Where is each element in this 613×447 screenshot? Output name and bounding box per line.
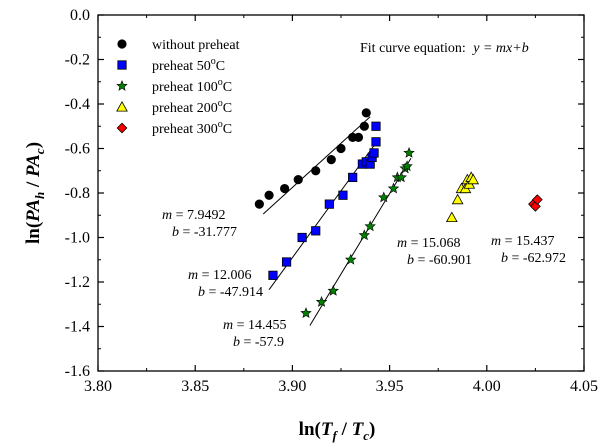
legend-label-3: preheat 200oC — [152, 98, 232, 116]
data-point-series-2 — [300, 307, 312, 319]
legend-label-4: preheat 300oC — [152, 119, 232, 137]
fit-annotations: m = 7.9492 b = -31.777 m = 12.006 b = -47.9… — [162, 208, 566, 350]
data-point-series-2 — [364, 220, 376, 232]
data-point-series-4 — [531, 194, 543, 206]
fit-annotation-m-1: m = 12.006 — [188, 268, 252, 283]
fit-annotation-b-1: b = -47.914 — [198, 285, 263, 300]
fit-line-0 — [262, 116, 371, 215]
y-tick-label: -0.4 — [65, 96, 90, 113]
data-point-series-0 — [280, 183, 290, 194]
legend-label-1: preheat 50oC — [152, 56, 225, 74]
data-point-series-1 — [268, 270, 278, 280]
data-point-series-1 — [281, 257, 292, 267]
y-tick-label: -0.8 — [65, 185, 90, 202]
data-point-series-0 — [336, 143, 346, 154]
y-tick-label: 0.0 — [70, 7, 90, 24]
data-points — [254, 108, 543, 319]
legend-marker-0 — [117, 39, 127, 49]
fit-annotation-m-4: m = 15.437 — [491, 234, 555, 249]
data-point-series-1 — [297, 232, 307, 243]
x-tick-label: 4.00 — [473, 378, 501, 395]
legend-marker-1 — [117, 60, 127, 70]
data-point-series-0 — [361, 108, 371, 118]
axis-ticks: 3.80 3.85 3.90 3.95 4.00 4.05 0.0 -0.2 -0.4 -0.6 -… — [65, 7, 598, 395]
data-point-series-2 — [401, 160, 413, 172]
data-point-series-3 — [467, 173, 480, 185]
data-point-series-1 — [338, 190, 348, 200]
data-point-series-0 — [353, 132, 364, 142]
legend-marker-4 — [116, 122, 128, 134]
data-point-series-1 — [369, 148, 379, 158]
data-point-series-1 — [324, 199, 334, 209]
data-point-series-0 — [254, 199, 264, 209]
data-point-series-2 — [358, 229, 371, 241]
fit-annotation-b-2: b = -57.9 — [233, 335, 284, 350]
x-tick-label: 3.80 — [84, 378, 112, 395]
legend-marker-3 — [116, 100, 128, 112]
data-point-series-1 — [371, 137, 381, 147]
data-point-series-2 — [403, 146, 415, 158]
legend-label-0: without preheat — [152, 38, 240, 53]
data-point-series-1 — [348, 172, 358, 183]
data-point-series-1 — [371, 121, 381, 131]
data-point-series-2 — [345, 253, 357, 265]
data-point-series-3 — [451, 193, 464, 205]
legend-marker-2 — [116, 79, 128, 91]
y-tick-label: -1.4 — [65, 319, 90, 336]
x-tick-label: 3.85 — [181, 378, 209, 395]
legend-label-2: preheat 100oC — [152, 77, 232, 95]
data-point-series-1 — [311, 226, 321, 236]
fit-annotation-b-3: b = -60.901 — [407, 253, 472, 268]
fit-annotation-m-3: m = 15.068 — [397, 236, 461, 251]
data-point-series-2 — [315, 296, 328, 307]
fit-annotation-m-2: m = 14.455 — [223, 318, 287, 333]
fit-annotation-m-0: m = 7.9492 — [162, 208, 226, 223]
fit-annotation-b-0: b = -31.777 — [172, 225, 237, 240]
data-point-series-0 — [293, 175, 303, 185]
x-axis-title: ln(Tf / Tc) — [299, 419, 376, 443]
y-tick-label: -1.0 — [65, 230, 90, 247]
y-tick-label: -1.2 — [65, 274, 90, 291]
legend: without preheat preheat 50oC preheat 100oC… — [116, 38, 240, 137]
data-point-series-0 — [264, 190, 274, 200]
data-point-series-2 — [387, 182, 400, 194]
data-point-series-0 — [326, 155, 336, 165]
data-point-series-2 — [327, 284, 339, 296]
data-point-series-2 — [378, 191, 390, 203]
x-tick-label: 4.05 — [570, 378, 598, 395]
equation-label: Fit curve equation: y = mx+b — [360, 41, 529, 56]
x-tick-label: 3.90 — [278, 378, 306, 395]
data-point-series-2 — [395, 171, 407, 183]
fit-annotation-b-4: b = -62.972 — [501, 251, 566, 266]
data-point-series-3 — [445, 211, 458, 223]
y-tick-label: -0.2 — [65, 52, 90, 69]
data-point-series-0 — [359, 121, 369, 131]
data-point-series-0 — [311, 166, 321, 176]
x-tick-label: 3.95 — [376, 378, 404, 395]
y-axis-title: ln(PAh / PAc) — [23, 142, 47, 244]
y-tick-label: -1.6 — [65, 363, 90, 380]
y-tick-label: -0.6 — [65, 141, 90, 158]
